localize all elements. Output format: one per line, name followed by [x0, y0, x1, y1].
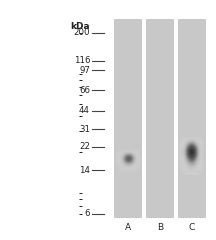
Text: 22: 22 — [79, 142, 90, 151]
Text: 200: 200 — [73, 28, 90, 37]
Text: 116: 116 — [73, 56, 90, 65]
Text: B: B — [157, 223, 163, 232]
Text: 6: 6 — [84, 210, 90, 218]
Text: kDa: kDa — [70, 22, 90, 31]
Text: A: A — [125, 223, 131, 232]
Bar — [178, 19, 206, 218]
Text: 31: 31 — [79, 125, 90, 134]
Text: 44: 44 — [79, 107, 90, 115]
Bar — [114, 19, 142, 218]
Text: 97: 97 — [79, 66, 90, 75]
Text: 14: 14 — [79, 166, 90, 175]
Text: 66: 66 — [79, 85, 90, 95]
Bar — [146, 19, 174, 218]
Text: C: C — [189, 223, 195, 232]
